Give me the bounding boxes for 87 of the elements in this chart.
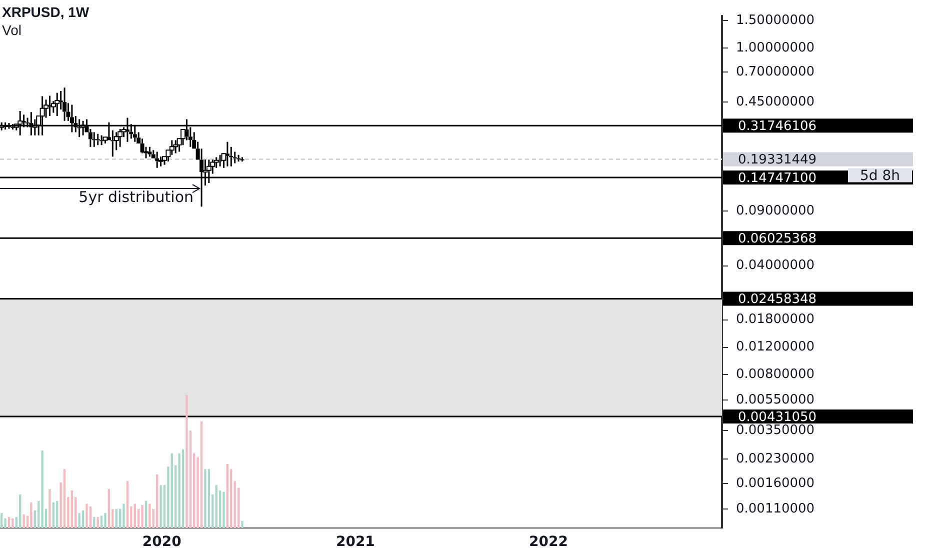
bar [156,474,158,528]
bar [12,518,14,528]
bar [78,513,80,528]
y-tick-label: 0.00350000 [736,423,815,438]
y-tick-label: 0.01800000 [736,312,815,328]
candlestick [240,156,244,162]
bar [56,501,58,528]
candlestick [54,92,60,117]
y-tick-label: 0.00230000 [736,451,815,466]
x-tick-label: 2021 [336,534,375,550]
bar [200,421,203,528]
bar [222,492,225,528]
bar [170,453,173,528]
y-tick-label: 0.04000000 [736,258,815,274]
ref-line-label: 0.00431050 [738,410,817,425]
bar [93,517,96,528]
candlestick [88,128,92,148]
text: 5d 8h [860,168,900,184]
bar [182,449,184,528]
candlestick [158,156,164,168]
candlestick [62,86,67,122]
y-tick-label: 0.00800000 [736,367,815,382]
ref-line-label: 0.02458348 [738,292,817,308]
bar [115,509,118,528]
candlestick [232,150,237,164]
x-tick-label: 2022 [529,534,568,550]
bar [89,506,92,528]
candlestick [236,154,241,162]
bar [208,469,210,528]
bar [70,490,74,528]
ref-line-label: 0.31746106 [738,119,817,134]
bar [144,501,148,528]
chart-title: XRPUSD, 1W [2,4,90,20]
bar [141,505,144,528]
ref-line-label: 0.19331449 [738,152,817,168]
bar [234,481,236,528]
bar [100,516,103,528]
candlestick [96,133,100,146]
bar [0,513,3,528]
y-tick-label: 0.09000000 [736,203,815,218]
y-tick-label: 0.00110000 [736,501,815,516]
bar [215,485,218,528]
bar [52,502,55,528]
y-tick-label: 0.70000000 [736,64,815,80]
ref-line-label: 0.06025368 [738,231,817,246]
candlestick [140,138,144,154]
candlestick [225,141,230,168]
candlestick [118,128,123,148]
candlestick [92,131,96,148]
y-tick-label: 0.45000000 [736,94,815,110]
bar [226,464,229,528]
bar [41,450,44,528]
chart-title: Vol [2,22,22,38]
candlestick [148,146,152,158]
candlestick [192,131,196,149]
y-tick-label: 0.01200000 [736,340,815,355]
y-tick-label: 0.00550000 [736,392,815,408]
bar [96,517,99,528]
bar [104,513,106,528]
bar [241,521,244,528]
candlestick [169,139,174,156]
candlestick [173,139,178,154]
bar [108,489,110,528]
bar [178,453,180,528]
bar [148,504,151,528]
bar [126,481,129,528]
bar [204,469,206,528]
bar [186,395,188,528]
bar [122,504,125,528]
y-tick-label: 1.00000000 [736,40,815,56]
x-tick-label: 2020 [142,534,182,550]
ref-line-label: 0.14747100 [738,170,817,186]
annotation: 5yr distribution [78,188,194,206]
bar [134,504,136,528]
candlestick [229,146,234,168]
bar [48,489,51,528]
y-tick-label: 1.50000000 [736,12,815,28]
bar [19,494,22,528]
bar [160,485,162,528]
candlestick [100,134,104,146]
bar [22,514,25,528]
bar [86,504,88,528]
bar [30,502,32,528]
bar [63,469,66,528]
bar [8,517,10,528]
bar [82,510,84,528]
y-tick-label: 0.00160000 [736,476,815,491]
